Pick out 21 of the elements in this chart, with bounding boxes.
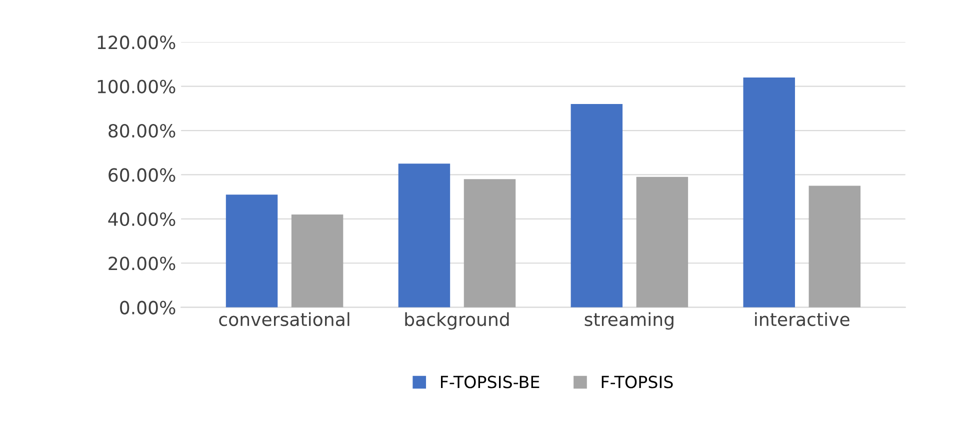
x-tick-label: streaming [584, 312, 674, 330]
bar [808, 186, 861, 308]
x-tick-label: conversational [219, 312, 350, 326]
y-tick-label: 0.00% [120, 300, 176, 314]
bar [743, 77, 795, 308]
bar [398, 164, 450, 308]
y-tick-label: 40.00% [108, 212, 176, 226]
bar [570, 104, 623, 308]
legend-label: F-TOPSIS [602, 376, 673, 388]
legend-label: F-TOPSIS-BE [440, 376, 540, 388]
x-tick-label: interactive [755, 312, 850, 326]
bar [636, 176, 688, 308]
y-tick-label: 120.00% [98, 36, 176, 50]
y-tick-label: 80.00% [108, 124, 176, 138]
bar [226, 194, 278, 308]
bar [291, 214, 344, 308]
y-tick-label: 20.00% [108, 256, 176, 270]
y-tick-label: 60.00% [108, 168, 176, 182]
bar [464, 179, 516, 308]
x-tick-label: background [405, 312, 509, 330]
y-tick-label: 100.00% [98, 80, 176, 94]
